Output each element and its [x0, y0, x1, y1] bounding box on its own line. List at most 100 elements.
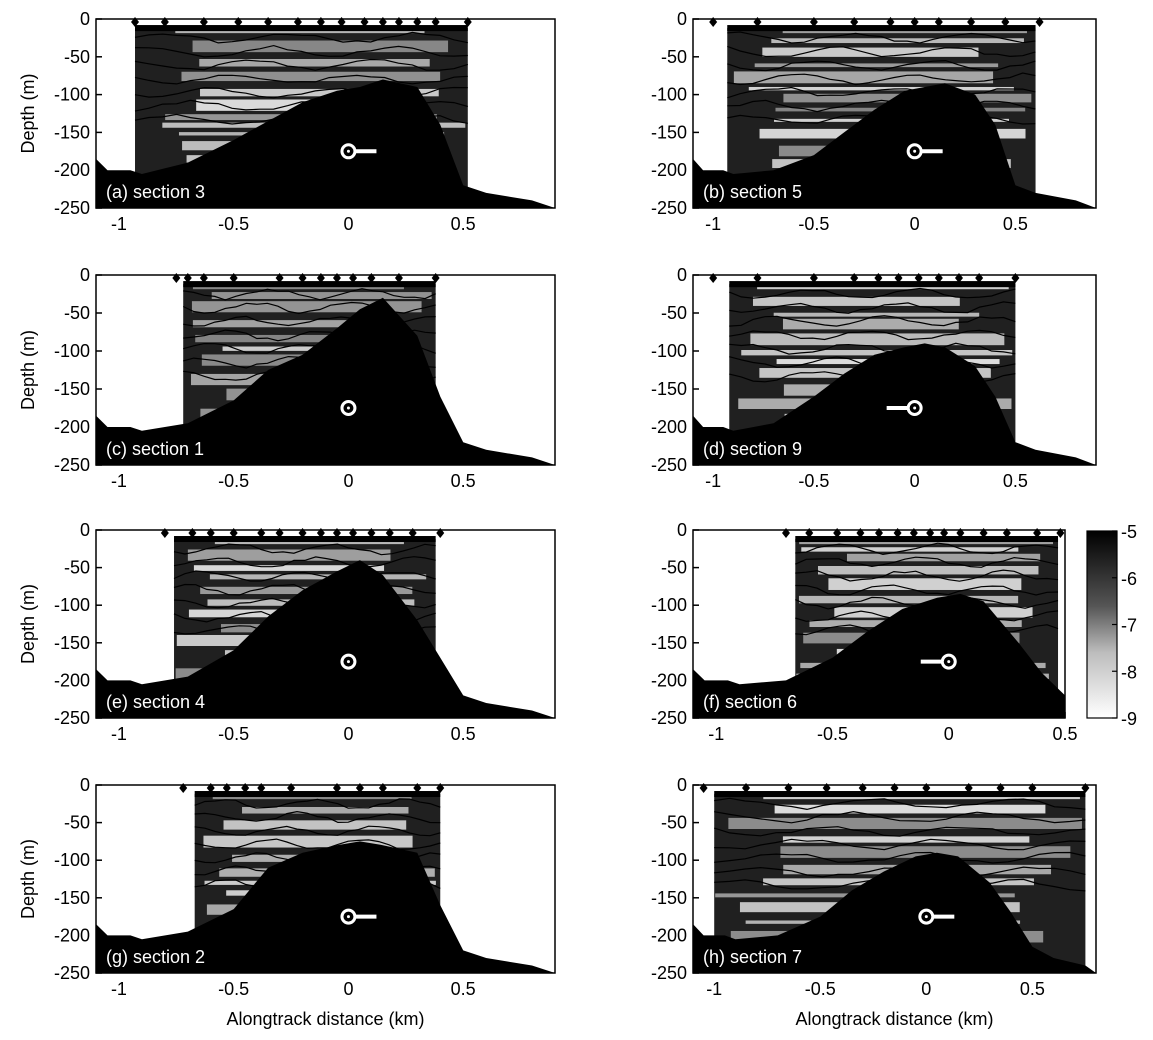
- y-axis-title: Depth (m): [18, 330, 38, 410]
- y-tick-label: -150: [651, 888, 687, 908]
- x-tick-label: -0.5: [218, 724, 249, 744]
- value-band: [782, 836, 1030, 843]
- x-tick-label: 0.5: [1020, 979, 1045, 999]
- x-axis-title: Alongtrack distance (km): [226, 1009, 424, 1029]
- value-band: [175, 30, 425, 34]
- contour-line: [183, 288, 436, 301]
- contour-line: [795, 542, 1059, 556]
- contour-line: [727, 45, 1036, 58]
- value-band: [192, 286, 404, 290]
- value-band: [191, 301, 422, 313]
- contour-line: [727, 86, 1036, 99]
- x-tick-label: -1: [111, 979, 127, 999]
- bathymetry: [693, 83, 1096, 208]
- y-tick-label: -200: [54, 417, 90, 437]
- y-tick-label: -150: [651, 633, 687, 653]
- mooring-center: [346, 915, 350, 919]
- y-tick-label: -150: [54, 888, 90, 908]
- x-tick-label: 0.5: [1003, 471, 1028, 491]
- panel-plot-area: [96, 791, 555, 973]
- mooring-marker: [918, 908, 935, 925]
- colorbar-tick-label: -7: [1121, 616, 1137, 636]
- panel-plot-area: [693, 25, 1096, 208]
- mooring-center: [913, 406, 917, 410]
- y-tick-label: -50: [661, 303, 687, 323]
- y-tick-label: 0: [80, 775, 90, 795]
- value-band: [799, 541, 1054, 545]
- y-tick-label: -250: [651, 963, 687, 983]
- x-tick-label: -0.5: [218, 979, 249, 999]
- x-tick-label: -1: [111, 214, 127, 234]
- panel-label: (c) section 1: [106, 439, 204, 459]
- contour-line: [729, 315, 1016, 327]
- colorbar: -5 -6 -7 -8 -9: [1086, 522, 1137, 729]
- y-tick-label: -50: [661, 813, 687, 833]
- x-tick-label: -0.5: [218, 471, 249, 491]
- y-tick-label: -150: [54, 122, 90, 142]
- value-band: [773, 312, 980, 317]
- x-tick-label: 0.5: [451, 471, 476, 491]
- contour-line: [194, 798, 441, 809]
- axes-frame: [95, 529, 556, 719]
- panel-h: 0 -50 -100 -150 -200 -250 -1 -0.5 0 0.5 (h) sectio…: [651, 775, 1097, 1029]
- panel-plot-area: [693, 536, 1065, 718]
- y-tick-label: -50: [64, 558, 90, 578]
- mooring-center: [924, 915, 928, 919]
- bathymetry: [96, 297, 555, 465]
- axes-frame: [95, 18, 556, 209]
- y-tick-label: 0: [80, 520, 90, 540]
- colorbar-tick-label: -8: [1121, 662, 1137, 682]
- panel-plot-area: [96, 281, 555, 465]
- contour-line: [134, 74, 468, 85]
- x-tick-label: -0.5: [218, 214, 249, 234]
- value-band: [192, 320, 396, 328]
- contour-line: [714, 851, 1086, 864]
- contours: [795, 542, 1059, 636]
- panel-f: 0 -50 -100 -150 -200 -250 -1 -0.5 0 0.5 (f) sectio…: [651, 520, 1078, 744]
- y-tick-label: -50: [64, 303, 90, 323]
- contour-line: [134, 44, 468, 58]
- mooring-center: [346, 406, 350, 410]
- y-tick-label: -250: [651, 708, 687, 728]
- value-band: [846, 553, 1041, 562]
- x-tick-label: 0.5: [1003, 214, 1028, 234]
- y-tick-label: -200: [651, 160, 687, 180]
- value-band: [212, 796, 412, 800]
- panel-e: 0 -50 -100 -150 -200 -250 -1 -0.5 0 0.5 (e) sectio…: [18, 520, 556, 744]
- value-band: [762, 47, 979, 57]
- value-band: [782, 30, 1027, 34]
- axes-frame: [95, 784, 556, 974]
- x-tick-label: 0.5: [1052, 724, 1077, 744]
- y-tick-label: -200: [54, 160, 90, 180]
- surface-bar: [714, 791, 1086, 798]
- y-tick-label: -250: [54, 198, 90, 218]
- x-tick-label: -0.5: [798, 214, 829, 234]
- mooring-center: [346, 660, 350, 664]
- value-band: [209, 574, 427, 580]
- contour-line: [727, 72, 1036, 86]
- value-band: [242, 806, 409, 814]
- x-tick-label: 0: [343, 214, 353, 234]
- x-tick-label: -1: [111, 724, 127, 744]
- contour-line: [714, 810, 1086, 824]
- x-tick-label: -1: [705, 214, 721, 234]
- x-tick-label: 0: [921, 979, 931, 999]
- x-tick-label: -1: [706, 979, 722, 999]
- mooring-center: [913, 149, 917, 153]
- panel-label: (f) section 6: [703, 692, 797, 712]
- value-band: [200, 88, 439, 97]
- y-tick-label: 0: [677, 9, 687, 29]
- x-tick-label: 0: [910, 214, 920, 234]
- value-band: [193, 565, 385, 571]
- mooring-center: [346, 149, 350, 153]
- y-tick-label: -100: [651, 341, 687, 361]
- value-band: [199, 58, 430, 67]
- contour-line: [173, 543, 436, 556]
- x-tick-label: 0: [910, 471, 920, 491]
- y-tick-label: -200: [651, 925, 687, 945]
- mooring-marker: [340, 908, 357, 925]
- y-tick-label: -100: [54, 595, 90, 615]
- axes-frame: [95, 274, 556, 466]
- mooring-marker: [940, 653, 957, 670]
- value-band: [757, 286, 1009, 290]
